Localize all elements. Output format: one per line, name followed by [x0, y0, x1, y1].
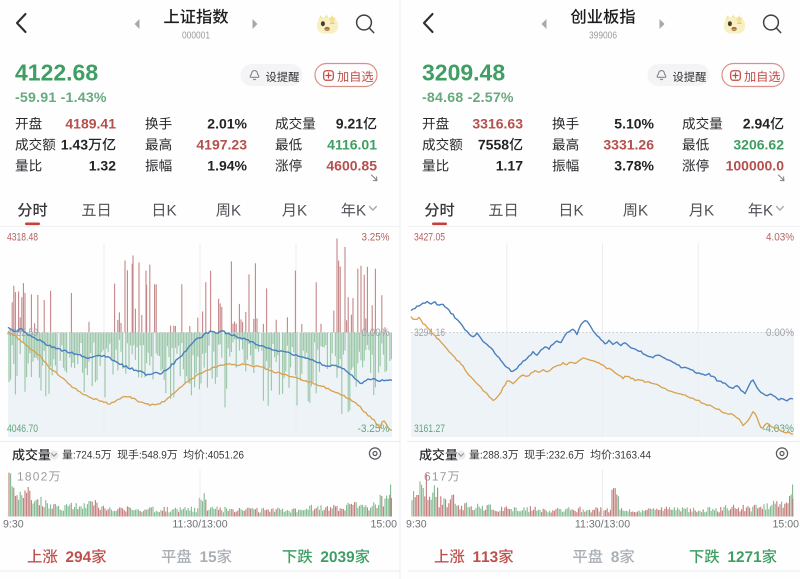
- svg-text:399006: 399006: [589, 31, 617, 42]
- svg-text:9:30: 9:30: [3, 519, 24, 531]
- svg-text:3294.16: 3294.16: [414, 327, 445, 339]
- svg-text:4197.23: 4197.23: [196, 137, 247, 153]
- svg-text:4189.41: 4189.41: [65, 116, 116, 132]
- svg-text:4116.01: 4116.01: [327, 137, 377, 153]
- svg-text:100000.0: 100000.0: [726, 158, 785, 174]
- svg-text:3161.27: 3161.27: [414, 423, 445, 435]
- svg-text:0.00%: 0.00%: [766, 327, 794, 339]
- svg-text:1.17: 1.17: [496, 158, 523, 174]
- svg-text:5.10%: 5.10%: [614, 116, 654, 132]
- svg-text:3427.05: 3427.05: [414, 232, 445, 244]
- svg-text:3331.26: 3331.26: [603, 137, 654, 153]
- svg-text:3316.63: 3316.63: [472, 116, 523, 132]
- svg-text:1.32: 1.32: [89, 158, 116, 174]
- svg-text:-59.91 -1.43%: -59.91 -1.43%: [15, 90, 107, 106]
- svg-text:4600.85: 4600.85: [326, 158, 377, 174]
- svg-text:000001: 000001: [182, 31, 210, 42]
- svg-text:3.25%: 3.25%: [362, 232, 390, 244]
- svg-text:15:00: 15:00: [772, 519, 799, 531]
- svg-text:4.03%: 4.03%: [766, 232, 794, 244]
- svg-text:15:00: 15:00: [370, 519, 397, 531]
- svg-text:4318.48: 4318.48: [7, 232, 38, 244]
- svg-text:3209.48: 3209.48: [422, 60, 505, 86]
- svg-text:9:30: 9:30: [406, 519, 427, 531]
- svg-text:4122.68: 4122.68: [15, 60, 98, 86]
- svg-text:0.00%: 0.00%: [362, 327, 390, 339]
- svg-text:2.01%: 2.01%: [207, 116, 247, 132]
- svg-text:-84.68 -2.57%: -84.68 -2.57%: [422, 90, 514, 106]
- svg-text:-3.25%: -3.25%: [358, 423, 390, 435]
- svg-text:11:30/13:00: 11:30/13:00: [172, 519, 227, 531]
- svg-text:11:30/13:00: 11:30/13:00: [575, 519, 630, 531]
- svg-text:3.78%: 3.78%: [614, 158, 654, 174]
- svg-text:3206.62: 3206.62: [733, 137, 784, 153]
- svg-text:4046.70: 4046.70: [7, 423, 38, 435]
- svg-text:1.94%: 1.94%: [207, 158, 247, 174]
